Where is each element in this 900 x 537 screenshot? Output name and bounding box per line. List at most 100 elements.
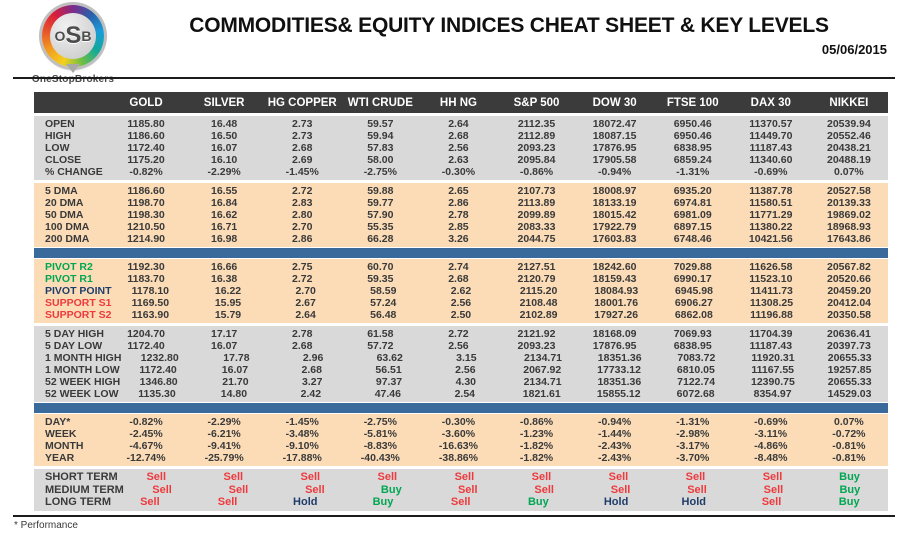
cell: 2115.20 <box>519 285 558 297</box>
cell: 6935.20 <box>673 185 712 197</box>
cell: 6859.24 <box>673 154 712 166</box>
column-header: WTI CRUDE <box>347 96 413 109</box>
cell: 3.15 <box>456 352 477 364</box>
cell: -3.60% <box>441 428 476 440</box>
cell: 1192.30 <box>127 261 165 273</box>
cell: 2112.35 <box>517 118 556 130</box>
cell: 2134.71 <box>524 352 563 364</box>
cell: 2.62 <box>450 285 472 297</box>
cell: Sell <box>305 483 325 496</box>
cell: 20397.73 <box>826 340 871 352</box>
cell: Sell <box>300 471 321 484</box>
cell: 16.55 <box>211 185 238 197</box>
cell: Buy <box>839 471 860 484</box>
cell: 20412.04 <box>827 297 872 309</box>
table-row: OPEN 1185.80 16.48 2.73 59.57 2.64 2112.35 1807… <box>34 118 888 130</box>
cell: Sell <box>152 483 172 496</box>
cell: Sell <box>608 471 629 484</box>
cell: 2112.89 <box>517 130 556 142</box>
cell: 2.56 <box>448 142 469 154</box>
cell: 2.42 <box>300 388 322 400</box>
cell: 10421.56 <box>748 233 793 245</box>
cell: -0.69% <box>754 166 788 178</box>
row-label: PIVOT R2 <box>45 261 93 273</box>
cell: -9.41% <box>207 440 241 452</box>
cell: 1198.70 <box>127 197 165 209</box>
cell: 2.80 <box>292 209 313 221</box>
cell: 18008.97 <box>592 185 637 197</box>
cell: 55.35 <box>367 221 394 233</box>
cell: 11196.88 <box>750 309 793 321</box>
cell: 2121.92 <box>517 328 556 340</box>
table-row: DAY* -0.82% -2.29% -1.45% -2.75% -0.30% -0.86%… <box>34 416 888 428</box>
cell: 2.86 <box>448 197 469 209</box>
cell: 15.79 <box>214 309 242 321</box>
cell: 18084.93 <box>594 285 639 297</box>
column-header: SILVER <box>203 96 245 109</box>
cell: 1186.60 <box>127 130 165 142</box>
cell: Sell <box>687 483 707 496</box>
performance-footnote: * Performance <box>14 520 78 531</box>
cell: 2067.92 <box>523 364 562 376</box>
table-row: PIVOT R2 1192.30 16.66 2.75 60.70 2.74 2127.51… <box>34 261 888 273</box>
cell: 2.56 <box>455 364 476 376</box>
table-row: MEDIUM TERM Sell Sell Sell Buy Sell Sell Sell Se… <box>34 484 888 497</box>
row-label: PIVOT R1 <box>45 273 93 285</box>
cell: 6810.05 <box>676 364 715 376</box>
row-label: SUPPORT S2 <box>45 309 112 321</box>
report-date: 05/06/2015 <box>821 42 887 57</box>
cell: 6838.95 <box>673 340 712 352</box>
cell: 47.46 <box>374 388 401 400</box>
cell: -1.31% <box>676 166 710 178</box>
cell: -2.75% <box>363 416 397 428</box>
cell: -1.23% <box>519 428 554 440</box>
cell: 2.56 <box>448 340 469 352</box>
cell: -0.81% <box>832 452 866 464</box>
cell: 6981.09 <box>673 209 712 221</box>
cell: 2.70 <box>295 285 316 297</box>
cell: 57.90 <box>367 209 394 221</box>
section-pivots: PIVOT R2 1192.30 16.66 2.75 60.70 2.74 2127.51… <box>34 259 888 323</box>
cell: -25.79% <box>204 452 244 464</box>
cell: 20655.33 <box>827 376 872 388</box>
cell: Sell <box>610 483 631 496</box>
cell: 2083.33 <box>517 221 556 233</box>
table-row: 5 DAY HIGH 1204.70 17.17 2.78 61.58 2.72 2121.… <box>34 328 888 340</box>
section-divider-bar <box>34 248 888 258</box>
cell: 1163.90 <box>131 309 170 321</box>
cell: 11370.57 <box>749 118 793 130</box>
row-label: DAY* <box>45 416 71 428</box>
cell: 8354.97 <box>753 388 792 400</box>
cell: -8.83% <box>363 440 397 452</box>
cell: Sell <box>534 483 554 496</box>
table-row: YEAR -12.74% -25.79% -17.88% -40.43% -38.86% -… <box>34 452 888 464</box>
cell: 2.64 <box>448 118 469 130</box>
cell: -4.86% <box>754 440 788 452</box>
cell: 19869.02 <box>826 209 871 221</box>
cell: 17876.95 <box>592 142 637 154</box>
cell: Hold <box>293 496 318 509</box>
row-label: 1 MONTH LOW <box>45 364 120 376</box>
cell: 11187.43 <box>749 340 793 352</box>
cell: -0.86% <box>519 416 554 428</box>
row-label: LONG TERM <box>45 496 111 509</box>
cell: 2107.73 <box>517 185 556 197</box>
cell: 18087.15 <box>592 130 637 142</box>
cell: 20567.82 <box>826 261 871 273</box>
cell: 6838.95 <box>673 142 712 154</box>
cell: -1.45% <box>285 416 319 428</box>
cell: 18351.36 <box>597 352 642 364</box>
cell: 2.72 <box>292 273 313 285</box>
cell: 16.84 <box>211 197 238 209</box>
section-divider-bar <box>34 403 888 413</box>
cell: 18015.42 <box>592 209 637 221</box>
column-header: HG COPPER <box>267 96 337 109</box>
logo-pin-icon <box>66 64 80 73</box>
row-label: MONTH <box>45 440 84 452</box>
column-header: DOW 30 <box>592 96 637 109</box>
cell: Buy <box>372 496 394 509</box>
cell: 2093.23 <box>517 142 556 154</box>
cell: -0.82% <box>129 166 163 178</box>
row-label: 5 DMA <box>45 185 78 197</box>
